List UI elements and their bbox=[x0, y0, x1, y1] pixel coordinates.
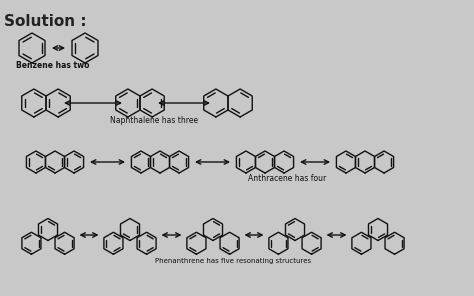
Text: Solution :: Solution : bbox=[4, 14, 87, 29]
Text: Naphthalene has three: Naphthalene has three bbox=[110, 116, 198, 125]
Text: Anthracene has four: Anthracene has four bbox=[248, 174, 326, 183]
Text: Benzene has two: Benzene has two bbox=[16, 61, 90, 70]
Text: Phenanthrene has five resonating structures: Phenanthrene has five resonating structu… bbox=[155, 258, 311, 264]
